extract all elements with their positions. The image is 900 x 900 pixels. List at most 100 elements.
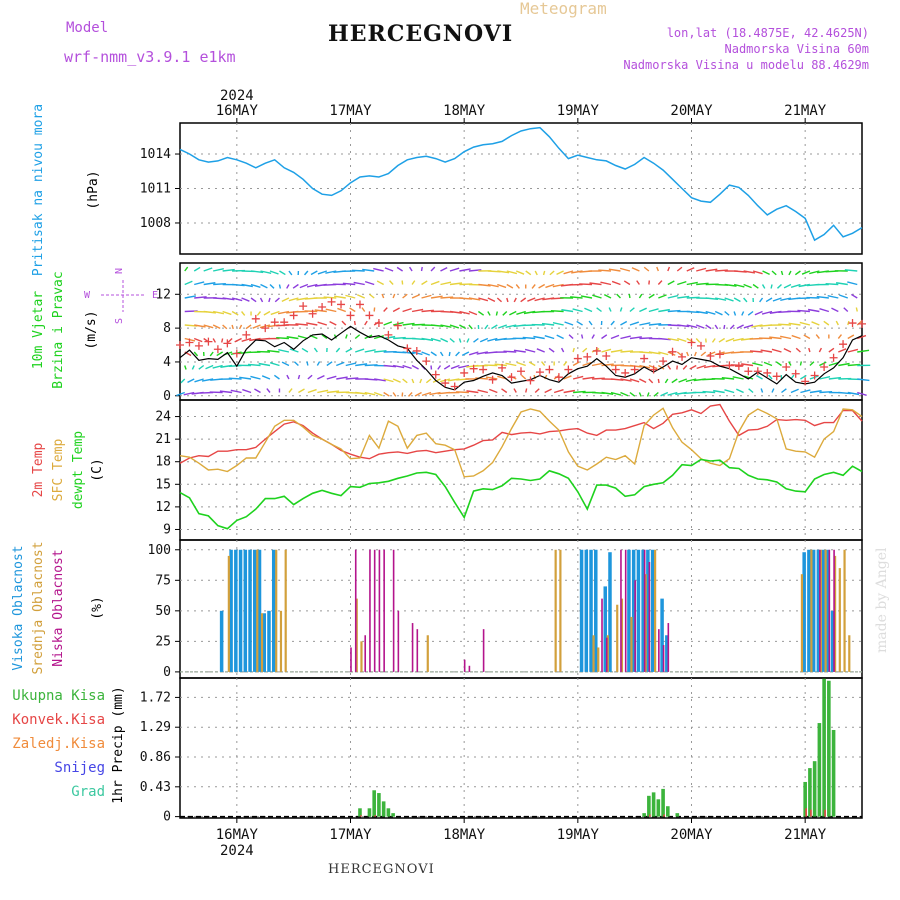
wind-gust-marker <box>602 352 611 361</box>
precip-legend-item: Zaledj.Kisa <box>12 736 105 752</box>
wind-barb <box>516 310 526 315</box>
cloud-bar <box>821 549 825 672</box>
cloud-bar <box>636 549 641 672</box>
wind-barb <box>242 388 252 394</box>
cloud-bar <box>579 549 584 672</box>
wind-barb <box>648 323 662 326</box>
wind-barb <box>299 283 309 289</box>
wind-gust-marker <box>782 363 791 372</box>
wind-barb <box>256 311 262 316</box>
wind-barb <box>487 311 491 316</box>
pressure-line <box>179 126 863 242</box>
wind-barb <box>254 388 261 394</box>
wind-barb <box>392 364 405 369</box>
compass-south: S <box>114 318 125 324</box>
cloud-bar <box>257 549 262 672</box>
wind-gust-marker <box>725 361 734 370</box>
wind-barb <box>629 307 635 313</box>
wind-barb <box>620 350 634 353</box>
wind-barb <box>219 390 233 394</box>
cloud-bar <box>373 549 376 672</box>
wind-barb <box>619 307 623 312</box>
wind-barb <box>194 378 204 383</box>
wind-barb <box>317 375 325 380</box>
wind-barb <box>326 375 337 380</box>
precip-panel-frame <box>179 677 863 819</box>
wind-gust-marker <box>554 373 563 382</box>
wind-gust-marker <box>299 302 308 311</box>
cloud-bar <box>411 623 414 672</box>
wind-barb <box>743 375 754 380</box>
wind-barb <box>800 374 807 380</box>
wind-barb <box>408 266 413 272</box>
precip-total-bar <box>803 781 807 817</box>
wind-barb <box>295 323 308 326</box>
wind-barb <box>525 388 528 393</box>
wind-barb <box>260 283 268 289</box>
wind-barb <box>808 347 811 353</box>
precip-ytick-label: 0.86 <box>140 750 171 765</box>
precip-conv-bar <box>374 815 376 817</box>
wind-barb <box>269 362 280 367</box>
wind-barb <box>838 391 851 395</box>
wind-barb <box>780 297 792 301</box>
wind-gust-marker <box>696 341 705 350</box>
wind-gust-marker <box>403 344 412 353</box>
wind-barb <box>556 270 564 275</box>
wind-barb <box>321 334 328 340</box>
wind-barb <box>506 283 514 289</box>
wind-barb <box>748 388 754 394</box>
wind-barb <box>314 309 327 313</box>
wind-gust-marker <box>232 349 241 358</box>
wind-barb <box>323 296 337 299</box>
wind-unit-label: (m/s) <box>84 310 99 349</box>
wind-barb <box>592 294 602 299</box>
wind-barb <box>563 361 568 366</box>
wind-barb <box>620 391 629 397</box>
wind-barb <box>440 266 448 272</box>
cloud-ytick-label: 50 <box>155 604 171 619</box>
wind-barb <box>714 310 723 316</box>
wind-barb <box>629 336 642 340</box>
precip-total-bar <box>377 793 381 817</box>
wind-barb <box>752 283 759 289</box>
cloud-bar <box>603 586 607 672</box>
cloud-bar <box>826 549 830 672</box>
wind-barb <box>459 310 470 315</box>
temp-2m-axis-label: 2m Temp <box>31 442 46 497</box>
wind-barb <box>576 320 583 326</box>
wind-barb <box>816 295 829 299</box>
precip-ytick-label: 0 <box>163 810 171 825</box>
wind-barb <box>857 349 870 353</box>
wind-barb <box>549 270 555 276</box>
wind-barb <box>193 266 201 272</box>
wind-barb <box>180 378 186 384</box>
wind-barb <box>639 322 651 326</box>
cloud-bar <box>843 549 846 672</box>
wind-barb <box>667 266 671 272</box>
cloud-low-axis-label: Niska Oblacnost <box>51 549 66 666</box>
bottom-date-label: 17MAY <box>329 827 372 843</box>
temp-ytick-label: 18 <box>155 455 171 470</box>
cloud-unit-label: (%) <box>90 596 105 619</box>
wind-barb <box>573 390 586 394</box>
wind-barb <box>695 338 701 343</box>
wind-barb <box>193 351 199 357</box>
wind-barb <box>552 283 564 288</box>
wind-barb <box>563 375 572 380</box>
wind-barb <box>596 307 602 313</box>
wind-barb <box>610 320 615 326</box>
wind-barb <box>421 337 434 342</box>
wind-barb <box>724 283 737 287</box>
precip-total-bar <box>391 813 395 817</box>
wind-barb <box>187 378 195 384</box>
wind-barb <box>589 282 602 286</box>
wind-gust-marker <box>545 365 554 374</box>
wind-barb <box>819 308 830 313</box>
wind-barb <box>515 284 520 289</box>
wind-barb <box>502 310 508 316</box>
wind-barb <box>705 268 718 272</box>
wind-barb <box>466 390 479 394</box>
wind-gust-marker <box>517 367 525 376</box>
cloud-bar <box>227 555 230 672</box>
